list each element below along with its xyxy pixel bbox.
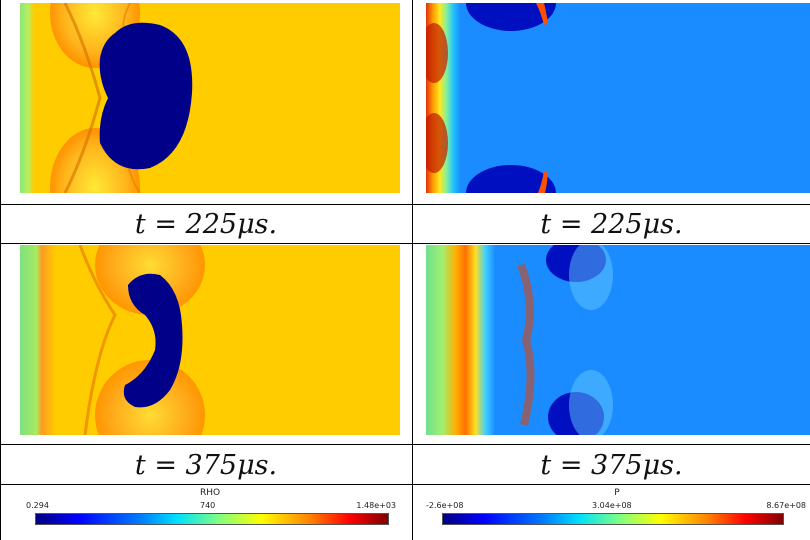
caption-p-375: t = 375μs.	[540, 449, 683, 481]
p-colorbar-mid: 3.04e+08	[592, 501, 632, 510]
grid-line-h-3	[0, 444, 810, 445]
rho-colorbar-gradient	[35, 513, 389, 525]
rho-225-bubble	[99, 22, 193, 170]
rho-375-bubble	[123, 273, 183, 408]
grid-line-v-mid	[412, 0, 413, 540]
grid-line-h-2	[0, 243, 810, 244]
rho-colorbar-max: 1.48e+03	[356, 501, 396, 510]
grid-line-h-4	[0, 484, 810, 485]
rho-225-image	[20, 3, 400, 193]
p-colorbar-max: 8.67e+08	[766, 501, 806, 510]
caption-rho-225: t = 225μs.	[134, 208, 278, 240]
rho-375-image	[20, 245, 400, 435]
p-225-image	[426, 3, 810, 193]
caption-p-225: t = 225μs.	[540, 208, 683, 240]
p-375-image	[426, 245, 810, 435]
caption-rho-375: t = 375μs.	[134, 449, 278, 481]
rho-colorbar-mid: 740	[200, 501, 216, 510]
grid-line-h-1	[0, 204, 810, 205]
rho-colorbar: RHO 0.294 740 1.48e+03	[20, 486, 400, 536]
grid-line-v-left	[0, 0, 1, 540]
p-colorbar: P -2.6e+08 3.04e+08 8.67e+08	[426, 486, 808, 536]
p-colorbar-min: -2.6e+08	[426, 501, 464, 510]
p-colorbar-title: P	[614, 488, 620, 498]
p-colorbar-gradient	[442, 513, 784, 525]
rho-colorbar-title: RHO	[199, 488, 221, 498]
rho-colorbar-min: 0.294	[26, 501, 49, 510]
